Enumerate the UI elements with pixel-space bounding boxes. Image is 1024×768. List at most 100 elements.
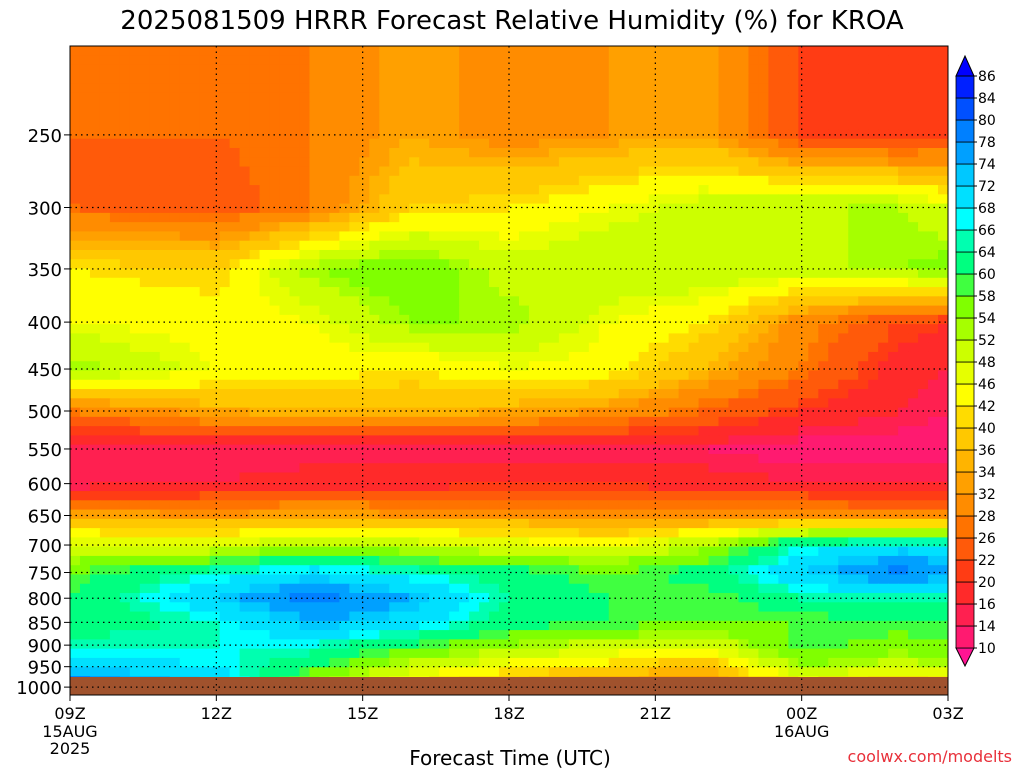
rh-cell (628, 194, 640, 205)
rh-cell (538, 305, 550, 316)
rh-cell (728, 481, 740, 492)
rh-cell (269, 83, 281, 93)
rh-cell (309, 222, 321, 233)
rh-cell (70, 212, 81, 223)
rh-cell (329, 565, 340, 576)
rh-cell (648, 157, 660, 168)
rh-cell (199, 64, 211, 75)
rh-cell (528, 120, 540, 131)
rh-cell (688, 398, 700, 409)
rh-cell (568, 546, 580, 557)
rh-cell (638, 73, 650, 84)
rh-cell (688, 370, 700, 381)
rh-cell (758, 194, 770, 205)
rh-cell (129, 240, 141, 251)
rh-cell (808, 259, 819, 270)
rh-cell (748, 268, 760, 279)
rh-cell (469, 277, 480, 288)
rh-cell (668, 92, 680, 103)
rh-cell (538, 175, 550, 186)
rh-cell (828, 528, 839, 538)
rh-cell (628, 537, 640, 548)
rh-cell (598, 83, 610, 93)
rh-cell (748, 157, 760, 168)
rh-cell (758, 147, 770, 158)
rh-cell (758, 333, 770, 344)
rh-cell (538, 509, 550, 520)
rh-cell (169, 203, 181, 214)
rh-cell (469, 259, 480, 270)
rh-cell (598, 546, 610, 557)
rh-cell (109, 361, 121, 372)
rh-cell (608, 305, 620, 316)
rh-cell (908, 73, 919, 84)
rh-cell (678, 416, 690, 427)
rh-cell (339, 398, 350, 409)
rh-cell (718, 55, 730, 66)
rh-cell (628, 555, 640, 566)
rh-cell (259, 287, 271, 297)
rh-cell (339, 416, 350, 427)
rh-cell (668, 277, 680, 288)
rh-cell (568, 416, 580, 427)
rh-cell (459, 565, 470, 576)
rh-cell (319, 509, 331, 520)
rh-cell (329, 55, 340, 66)
rh-cell (219, 537, 231, 548)
rh-cell (758, 416, 770, 427)
rh-cell (618, 259, 630, 270)
rh-cell (758, 546, 770, 557)
rh-cell (339, 361, 350, 372)
rh-cell (548, 268, 560, 279)
rh-cell (219, 361, 231, 372)
rh-cell (239, 416, 251, 427)
rh-cell (608, 435, 620, 446)
rh-cell (459, 314, 470, 325)
rh-cell (708, 537, 720, 548)
rh-cell (479, 110, 490, 121)
rh-cell (578, 389, 590, 399)
rh-cell (638, 379, 650, 390)
rh-cell (269, 472, 281, 483)
rh-cell (109, 138, 121, 149)
rh-cell (469, 64, 480, 75)
rh-cell (429, 175, 440, 186)
rh-cell (568, 296, 580, 307)
rh-cell (608, 389, 620, 399)
rh-cell (528, 194, 540, 205)
rh-cell (608, 314, 620, 325)
rh-cell (169, 555, 181, 566)
rh-cell (628, 120, 640, 131)
rh-cell (588, 259, 600, 270)
rh-cell (598, 240, 610, 251)
rh-cell (588, 277, 600, 288)
rh-cell (119, 500, 131, 511)
rh-cell (698, 528, 710, 538)
rh-cell (658, 305, 670, 316)
rh-cell (928, 129, 939, 140)
rh-cell (399, 333, 410, 344)
rh-cell (209, 546, 221, 557)
rh-cell (848, 147, 859, 158)
rh-cell (698, 249, 710, 260)
rh-cell (439, 268, 450, 279)
rh-cell (139, 389, 151, 399)
rh-cell (538, 83, 550, 93)
rh-cell (828, 509, 839, 520)
rh-cell (748, 64, 760, 75)
rh-cell (299, 491, 311, 501)
rh-cell (129, 351, 141, 362)
rh-cell (159, 444, 171, 455)
rh-cell (70, 379, 81, 390)
rh-cell (568, 277, 580, 288)
rh-cell (259, 565, 271, 576)
rh-cell (768, 426, 779, 436)
rh-cell (449, 231, 460, 242)
rh-cell (848, 305, 859, 316)
rh-cell (279, 333, 291, 344)
rh-cell (808, 277, 819, 288)
rh-cell (758, 92, 770, 103)
rh-cell (219, 379, 231, 390)
rh-cell (70, 491, 81, 501)
rh-cell (648, 565, 660, 576)
